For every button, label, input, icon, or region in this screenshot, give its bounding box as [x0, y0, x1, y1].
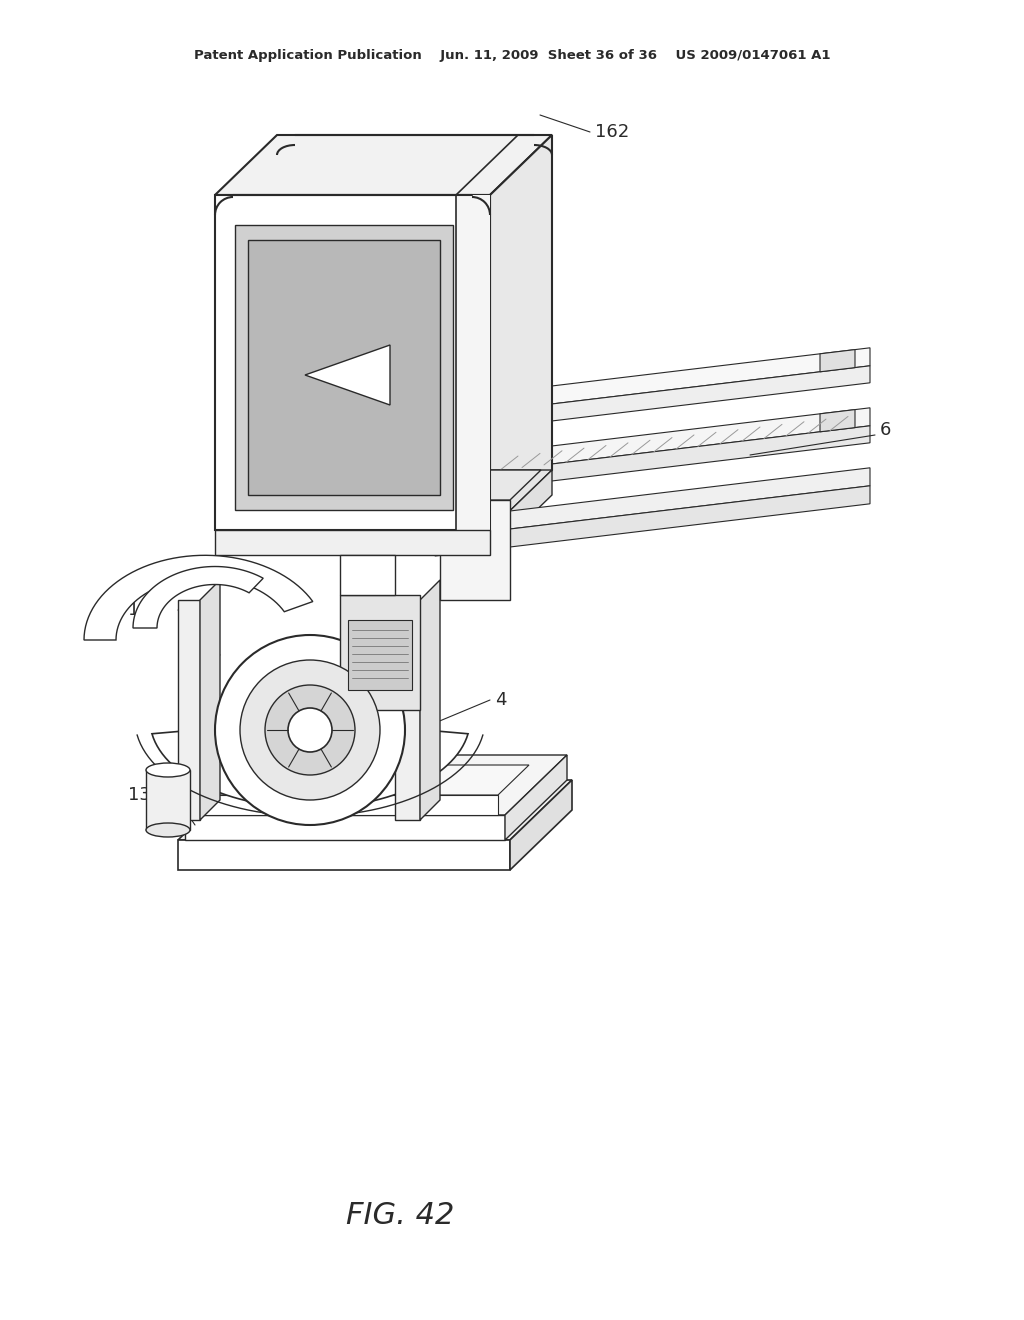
Ellipse shape — [146, 822, 190, 837]
Polygon shape — [178, 780, 572, 840]
Polygon shape — [185, 814, 505, 840]
Text: 6: 6 — [880, 421, 891, 440]
Polygon shape — [152, 730, 468, 808]
Polygon shape — [340, 595, 420, 710]
Polygon shape — [146, 770, 190, 830]
Polygon shape — [215, 195, 490, 531]
Polygon shape — [178, 840, 510, 870]
Polygon shape — [420, 579, 440, 820]
Polygon shape — [435, 486, 870, 556]
Polygon shape — [456, 195, 490, 531]
Circle shape — [240, 660, 380, 800]
Polygon shape — [440, 500, 510, 601]
Polygon shape — [348, 620, 412, 690]
Polygon shape — [193, 766, 529, 795]
Polygon shape — [215, 531, 490, 554]
Polygon shape — [510, 780, 572, 870]
Polygon shape — [185, 755, 567, 814]
Polygon shape — [395, 601, 420, 820]
Polygon shape — [435, 366, 870, 436]
Circle shape — [265, 685, 355, 775]
Polygon shape — [435, 467, 870, 539]
Polygon shape — [215, 470, 552, 531]
Ellipse shape — [146, 763, 190, 777]
Polygon shape — [305, 345, 390, 405]
Text: 4: 4 — [495, 690, 507, 709]
Polygon shape — [248, 240, 440, 495]
Polygon shape — [200, 579, 220, 820]
Polygon shape — [820, 409, 855, 432]
Polygon shape — [215, 135, 552, 195]
Polygon shape — [178, 601, 200, 820]
Polygon shape — [435, 347, 870, 418]
Circle shape — [288, 708, 332, 752]
Polygon shape — [440, 470, 541, 500]
Circle shape — [215, 635, 406, 825]
Polygon shape — [234, 224, 453, 510]
Text: FIG. 42: FIG. 42 — [346, 1200, 455, 1229]
Text: 162: 162 — [595, 123, 630, 141]
Polygon shape — [820, 350, 855, 372]
Text: 130: 130 — [128, 785, 162, 804]
Polygon shape — [435, 408, 870, 478]
Polygon shape — [435, 426, 870, 495]
Text: Patent Application Publication    Jun. 11, 2009  Sheet 36 of 36    US 2009/01470: Patent Application Publication Jun. 11, … — [194, 49, 830, 62]
Polygon shape — [490, 135, 552, 531]
Polygon shape — [505, 755, 567, 840]
Polygon shape — [193, 795, 498, 814]
Polygon shape — [133, 566, 263, 628]
Polygon shape — [490, 470, 552, 554]
Text: 138: 138 — [128, 601, 162, 619]
Polygon shape — [84, 556, 312, 640]
Polygon shape — [340, 554, 395, 595]
